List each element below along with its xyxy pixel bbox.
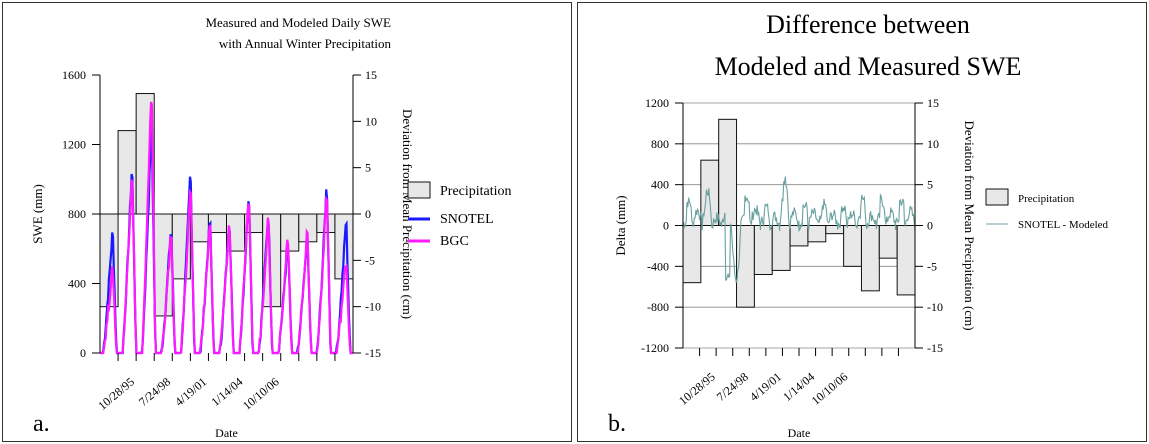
y-axis-label: SWE (mm) (30, 184, 45, 244)
chart-title: Difference between (766, 10, 970, 39)
right-tick-label: 15 (927, 96, 939, 110)
legend-label: SNOTEL (440, 212, 494, 227)
left-tick-label: 1200 (62, 138, 86, 152)
left-tick-label: 400 (68, 277, 86, 291)
x-tick-label: 10/28/95 (676, 370, 718, 408)
delta-chart-svg: Difference between Modeled and Measured S… (608, 10, 1109, 440)
x-tick-label: 7/24/98 (714, 370, 751, 404)
right-tick-label: -5 (365, 253, 375, 267)
right-tick-label: -15 (365, 346, 381, 360)
panel-label: b. (608, 411, 626, 437)
precipitation-bar (878, 225, 898, 259)
legend-swatch-precipitation (985, 188, 1009, 206)
precipitation-bar (189, 213, 209, 243)
right-tick-label: -10 (927, 300, 943, 314)
series-line-bgc (100, 101, 353, 355)
right-tick-label: 10 (927, 137, 939, 151)
left-tick-label: 400 (651, 178, 669, 192)
left-tick-label: -400 (647, 259, 669, 273)
right-tick-label: 10 (365, 114, 377, 128)
precipitation-bar (753, 225, 773, 275)
precipitation-bar (771, 225, 791, 271)
legend-label: BGC (440, 234, 469, 249)
left-tick-label: -800 (647, 300, 669, 314)
x-tick-label: 10/10/06 (240, 375, 282, 413)
right-tick-label: 5 (365, 161, 371, 175)
precipitation-bar (718, 118, 738, 226)
right-tick-label: -10 (365, 300, 381, 314)
chart-title: Measured and Modeled Daily SWE (205, 15, 391, 30)
precipitation-bar (860, 225, 880, 292)
right-tick-label: -5 (927, 259, 937, 273)
chart-subtitle: Modeled and Measured SWE (715, 52, 1022, 81)
x-axis-label: Date (215, 426, 238, 440)
legend-label: SNOTEL - Modeled (1018, 219, 1109, 231)
x-tick-label: 10/28/95 (95, 375, 137, 413)
legend-label: Precipitation (440, 184, 512, 199)
right-tick-label: 0 (927, 219, 933, 233)
precipitation-bar (682, 225, 702, 284)
left-tick-label: 800 (651, 137, 669, 151)
y-axis-label: Delta (mm) (613, 195, 628, 255)
left-tick-label: 800 (68, 207, 86, 221)
precipitation-bar (843, 225, 862, 267)
x-tick-label: 1/14/04 (208, 375, 245, 409)
right-tick-label: 15 (365, 68, 377, 82)
left-tick-label: 1600 (62, 68, 86, 82)
right-tick-label: -15 (927, 341, 943, 355)
swe-chart-svg: Measured and Modeled Daily SWE with Annua… (30, 15, 512, 440)
x-tick-label: 7/24/98 (136, 375, 173, 409)
left-tick-label: -1200 (641, 341, 669, 355)
precipitation-bar (280, 213, 300, 252)
y2-axis-label: Deviation from Mean Precipitation (cm) (962, 120, 977, 330)
legend-swatch-precipitation (407, 181, 431, 199)
precipitation-bar (807, 225, 827, 243)
series-line-snotel-modeled (682, 176, 916, 284)
legend-label: Precipitation (1018, 193, 1075, 205)
x-tick-label: 10/10/06 (809, 370, 851, 408)
panel-label: a. (33, 411, 50, 437)
precipitation-bar (896, 225, 916, 296)
right-tick-label: 5 (927, 178, 933, 192)
y2-axis-label: Deviation from Mean Precipitation (cm) (400, 109, 415, 319)
left-tick-label: 0 (80, 346, 86, 360)
x-tick-label: 4/19/01 (747, 370, 784, 404)
chart-panel-a: Measured and Modeled Daily SWE with Annua… (2, 2, 572, 442)
left-tick-label: 1200 (645, 96, 669, 110)
right-tick-label: 0 (365, 207, 371, 221)
x-axis-label: Date (788, 426, 811, 440)
precipitation-bar (825, 225, 845, 235)
chart-subtitle: with Annual Winter Precipitation (219, 36, 392, 51)
x-tick-label: 4/19/01 (172, 375, 209, 409)
left-tick-label: 0 (663, 219, 669, 233)
chart-panel-b: Difference between Modeled and Measured S… (577, 2, 1147, 442)
